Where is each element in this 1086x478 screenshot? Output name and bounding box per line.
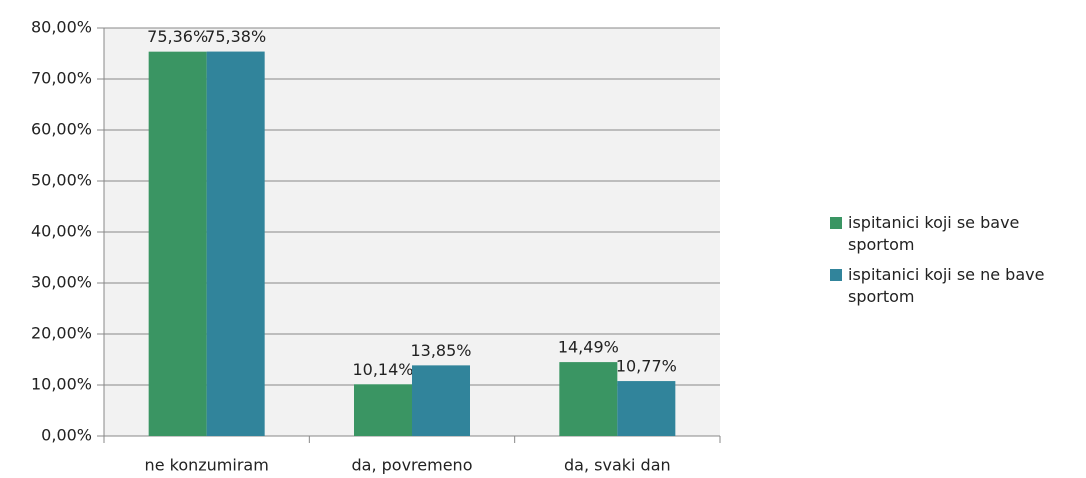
bar	[559, 362, 618, 436]
y-tick-label: 60,00%	[31, 120, 92, 139]
bar	[412, 365, 470, 436]
x-tick-label: da, povremeno	[352, 456, 473, 475]
x-tick-label: ne konzumiram	[145, 456, 269, 475]
legend-swatch	[830, 269, 842, 281]
y-tick-label: 70,00%	[31, 69, 92, 88]
legend-item: ispitanici koji se ne bave sportom	[830, 264, 1080, 308]
bar	[148, 51, 207, 436]
y-tick-label: 0,00%	[41, 426, 92, 445]
y-tick-label: 10,00%	[31, 375, 92, 394]
legend-label: ispitanici koji se ne bave sportom	[848, 265, 1045, 306]
y-tick-label: 80,00%	[31, 18, 92, 37]
x-tick-label: da, svaki dan	[564, 456, 671, 475]
legend-item: ispitanici koji se bave sportom	[830, 212, 1080, 256]
y-tick-label: 50,00%	[31, 171, 92, 190]
data-label: 10,77%	[616, 357, 677, 376]
y-tick-label: 20,00%	[31, 324, 92, 343]
legend-swatch	[830, 217, 842, 229]
y-tick-label: 40,00%	[31, 222, 92, 241]
data-label: 14,49%	[558, 338, 619, 357]
data-label: 75,38%	[205, 27, 266, 46]
data-label: 75,36%	[147, 27, 208, 46]
data-label: 13,85%	[410, 341, 471, 360]
bar	[354, 384, 412, 436]
bar	[206, 51, 265, 436]
legend: ispitanici koji se bave sportom ispitanic…	[830, 212, 1080, 316]
legend-label: ispitanici koji se bave sportom	[848, 213, 1020, 254]
data-label: 10,14%	[352, 360, 413, 379]
bar	[617, 381, 676, 436]
y-tick-label: 30,00%	[31, 273, 92, 292]
